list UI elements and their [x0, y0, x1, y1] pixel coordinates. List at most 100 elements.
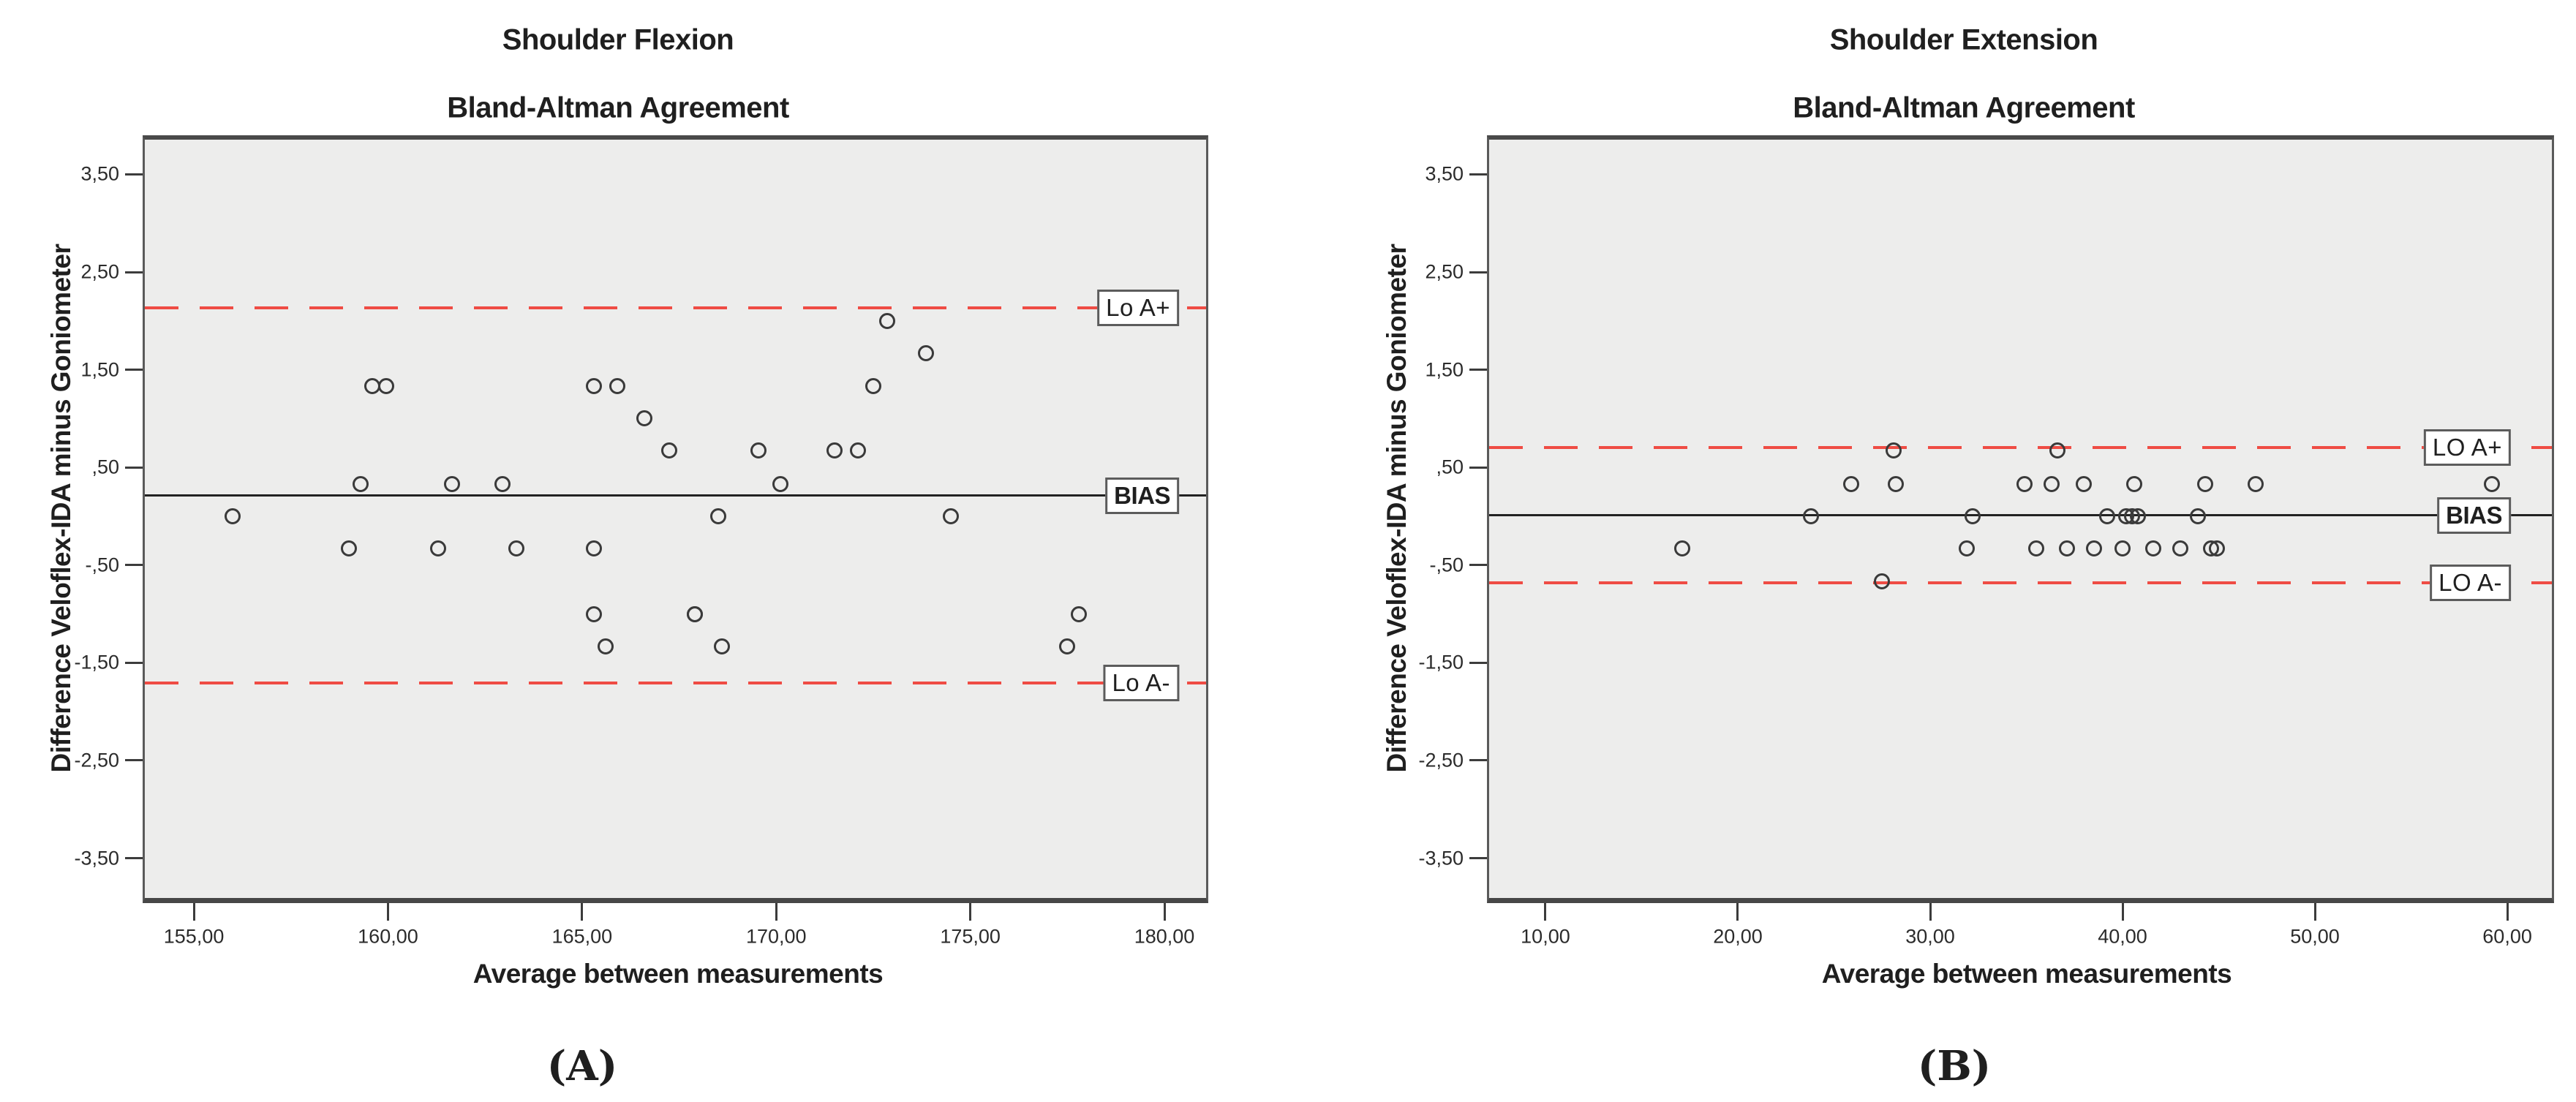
y-tick-mark — [125, 661, 143, 664]
y-tick-label: 1,50 — [1425, 358, 1464, 381]
x-tick-label: 20,00 — [1713, 925, 1763, 948]
data-point — [508, 540, 524, 557]
caption-b: (B) — [1917, 1042, 1992, 1090]
reference-label-loa-minus: LO A- — [2430, 564, 2511, 601]
data-point — [2145, 540, 2162, 557]
data-point — [444, 475, 461, 492]
data-point — [2189, 507, 2206, 524]
y-tick-label: -2,50 — [1418, 749, 1464, 771]
plot-b-subtitle: Bland-Altman Agreement — [1793, 91, 2135, 124]
y-tick-mark — [125, 564, 143, 567]
y-tick-mark — [125, 857, 143, 860]
x-tick-label: 30,00 — [1905, 925, 1955, 948]
y-tick-label: -,50 — [85, 554, 119, 576]
data-point — [826, 442, 843, 459]
y-tick-label: ,50 — [1436, 456, 1464, 478]
data-point — [2172, 540, 2188, 557]
x-tick-label: 155,00 — [163, 925, 225, 948]
x-tick-label: 10,00 — [1521, 925, 1570, 948]
y-tick-mark — [1469, 271, 1487, 273]
data-point — [849, 442, 866, 459]
y-tick-label: -1,50 — [1418, 651, 1464, 673]
x-tick-label: 50,00 — [2290, 925, 2340, 948]
y-tick-mark — [1469, 466, 1487, 469]
data-point — [597, 638, 614, 654]
data-point — [2098, 507, 2115, 524]
x-tick-label: 180,00 — [1134, 925, 1195, 948]
y-tick-mark — [125, 466, 143, 469]
x-tick-mark — [1163, 903, 1166, 921]
y-tick-label: 2,50 — [1425, 260, 1464, 283]
data-point — [1964, 507, 1981, 524]
data-point — [2114, 540, 2131, 557]
data-point — [878, 312, 895, 329]
data-point — [661, 442, 678, 459]
y-tick-mark — [1469, 661, 1487, 664]
data-point — [585, 540, 602, 557]
y-tick-mark — [1469, 564, 1487, 567]
reference-line-bias — [1489, 513, 2552, 516]
reference-line-bias — [145, 494, 1206, 497]
x-tick-mark — [2506, 903, 2509, 921]
data-point — [2247, 475, 2264, 492]
data-point — [2076, 475, 2093, 492]
y-tick-mark — [1469, 173, 1487, 176]
data-point — [865, 378, 881, 395]
y-tick-label: -1,50 — [74, 651, 119, 673]
data-point — [2085, 540, 2102, 557]
data-point — [750, 442, 767, 459]
reference-line-loa-minus — [145, 682, 1206, 685]
data-point — [1874, 573, 1891, 590]
x-tick-label: 165,00 — [551, 925, 613, 948]
data-point — [2016, 475, 2033, 492]
reference-label-loa-plus: Lo A+ — [1097, 290, 1179, 327]
x-tick-mark — [2313, 903, 2316, 921]
x-tick-mark — [1736, 903, 1739, 921]
y-tick-mark — [125, 271, 143, 273]
x-tick-mark — [386, 903, 389, 921]
y-tick-mark — [125, 173, 143, 176]
data-point — [1958, 540, 1975, 557]
x-tick-mark — [1544, 903, 1547, 921]
data-point — [2043, 475, 2060, 492]
reference-line-loa-minus — [1489, 581, 2552, 584]
data-point — [713, 638, 730, 654]
plot-b-x-axis-label: Average between measurements — [1821, 959, 2232, 989]
data-point — [709, 507, 726, 524]
plot-a-y-axis-label: Difference Veloflex-IDA minus Goniometer — [46, 244, 76, 773]
reference-label-loa-minus: Lo A- — [1103, 665, 1179, 702]
data-point — [2197, 475, 2214, 492]
x-tick-label: 170,00 — [745, 925, 807, 948]
data-point — [2130, 507, 2147, 524]
data-point — [1802, 507, 1819, 524]
x-tick-label: 175,00 — [940, 925, 1001, 948]
plot-b-frame — [1487, 135, 2554, 903]
y-tick-label: -3,50 — [74, 847, 119, 869]
y-tick-mark — [1469, 857, 1487, 860]
reference-label-bias: BIAS — [2437, 497, 2511, 534]
data-point — [585, 605, 602, 622]
x-tick-label: 160,00 — [358, 925, 418, 948]
plot-a-subtitle: Bland-Altman Agreement — [447, 91, 789, 124]
y-tick-label: 3,50 — [80, 162, 119, 185]
data-point — [686, 605, 703, 622]
data-point — [2027, 540, 2044, 557]
x-tick-label: 40,00 — [2098, 925, 2147, 948]
data-point — [1843, 475, 1860, 492]
y-tick-label: 3,50 — [1425, 162, 1464, 185]
data-point — [2058, 540, 2075, 557]
y-tick-label: -2,50 — [74, 749, 119, 771]
x-tick-mark — [969, 903, 972, 921]
data-point — [1059, 638, 1076, 654]
data-point — [943, 507, 960, 524]
data-point — [494, 475, 511, 492]
data-point — [377, 378, 394, 395]
caption-a: (A) — [546, 1042, 618, 1090]
data-point — [225, 507, 241, 524]
data-point — [2049, 442, 2065, 459]
x-tick-label: 60,00 — [2482, 925, 2532, 948]
plot-a-x-axis-label: Average between measurements — [472, 959, 884, 989]
data-point — [1887, 475, 1904, 492]
data-point — [2125, 475, 2142, 492]
y-tick-mark — [1469, 369, 1487, 371]
